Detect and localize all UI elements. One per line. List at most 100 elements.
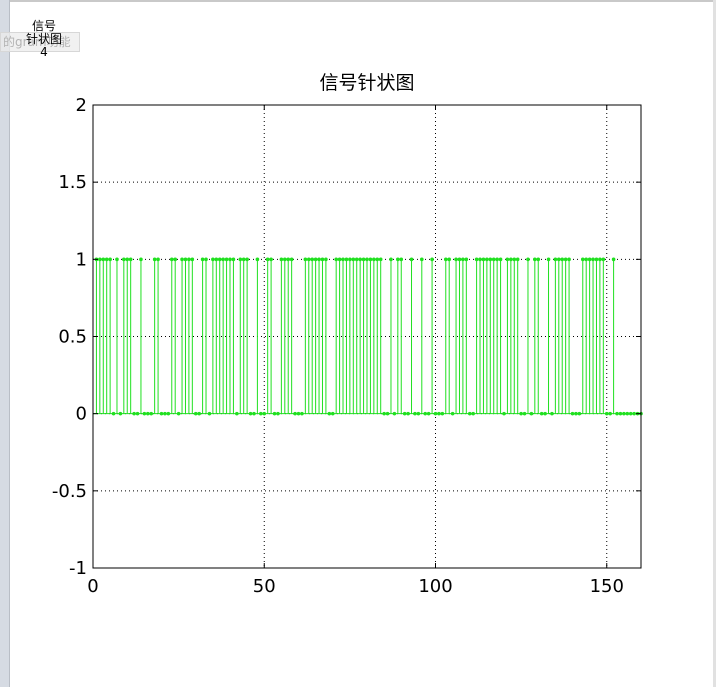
stem-marker-51 [265,257,270,262]
stem-marker-73 [341,257,345,262]
y-tick-label-4: 0 [76,404,87,425]
stem-marker-136 [557,257,561,262]
stem-marker-54 [276,411,280,416]
stem-marker-128 [529,411,534,416]
stem-marker-47 [252,411,256,416]
stem-marker-75 [348,257,352,262]
stem-marker-74 [344,257,349,262]
x-tick-label-2: 100 [418,576,452,597]
stem-marker-154 [618,411,623,416]
stem-marker-121 [505,257,510,262]
stem-marker-52 [269,257,273,262]
x-tick-label-3: 150 [590,576,624,597]
stem-marker-137 [560,257,565,262]
stem-marker-21 [163,411,167,416]
y-tick-label-6: -1 [69,558,87,579]
stem-marker-70 [330,411,335,416]
stem-marker-92 [406,411,410,416]
figure-tab-line2: 针状图 [25,32,62,46]
stem-marker-61 [300,411,304,416]
stem-marker-90 [399,257,404,262]
stem-series [93,257,643,416]
stem-marker-26 [180,257,184,262]
stem-marker-15 [142,411,147,416]
stem-marker-78 [358,257,362,262]
stem-marker-77 [354,257,359,262]
stem-marker-20 [159,411,164,416]
stem-marker-133 [546,257,551,262]
faded-toolbar-label: 的gram功能 [0,32,80,52]
stem-marker-110 [467,411,472,416]
stem-marker-93 [409,257,414,262]
stem-marker-101 [437,411,441,416]
stem-marker-14 [139,257,143,262]
stem-marker-44 [241,257,246,262]
stem-marker-131 [539,411,544,416]
stem-marker-97 [423,411,428,416]
stem-marker-150 [604,411,609,416]
stem-marker-132 [543,411,547,416]
stem-marker-27 [183,257,188,262]
stem-marker-156 [625,411,630,416]
stem-marker-2 [98,257,102,262]
stem-marker-45 [245,257,249,262]
stem-marker-67 [320,257,325,262]
axis-ticks: 0 50 100 150 2 1.5 1 0.5 0 -0.5 -1 [52,95,641,597]
stem-marker-139 [567,257,571,262]
stem-marker-143 [580,257,585,262]
stem-marker-114 [481,257,486,262]
stem-marker-31 [197,411,201,416]
stem-marker-126 [522,411,527,416]
stem-marker-33 [204,257,208,262]
stem-marker-43 [238,257,243,262]
stem-marker-118 [495,257,499,262]
stem-marker-148 [598,257,602,262]
stem-marker-94 [413,411,417,416]
stem-marker-153 [615,411,619,416]
stem-marker-22 [166,411,171,416]
stem-marker-48 [255,257,260,262]
stem-marker-138 [563,257,568,262]
stem-marker-71 [334,257,338,262]
stem-marker-57 [286,257,291,262]
stem-marker-149 [601,257,606,262]
stem-marker-28 [187,257,191,262]
figure-tab-line3: 4 [40,45,48,59]
stem-marker-108 [461,257,465,262]
figure-tab[interactable]: 信号 针状图 4 [22,20,66,59]
stem-marker-7 [115,257,119,262]
chart-title: 信号针状图 [319,72,414,94]
stem-marker-25 [176,411,181,416]
stem-marker-79 [361,257,366,262]
window-right-scrollbar[interactable] [713,0,716,687]
stem-marker-66 [317,257,321,262]
stem-marker-113 [478,257,482,262]
stem-marker-87 [389,257,393,262]
stem-marker-102 [440,411,445,416]
stem-marker-127 [526,257,530,262]
y-tick-label-2: 1 [76,249,87,270]
stem-marker-147 [594,257,599,262]
stem-marker-105 [450,411,455,416]
stem-marker-88 [392,411,397,416]
window-left-border [0,0,10,687]
stem-marker-50 [262,411,267,416]
stem-marker-112 [474,257,479,262]
y-tick-label-5: -0.5 [52,481,87,502]
stem-marker-60 [296,411,301,416]
x-tick-label-0: 0 [87,576,98,597]
stem-marker-72 [337,257,342,262]
stem-marker-158 [632,411,636,416]
y-tick-label-3: 0.5 [58,327,87,348]
stem-marker-157 [628,411,633,416]
stem-marker-4 [104,257,109,262]
stem-marker-115 [485,257,489,262]
stem-marker-155 [622,411,626,416]
stem-marker-103 [443,257,448,262]
stem-marker-119 [498,257,503,262]
stem-marker-145 [587,257,592,262]
figure-tab-line1: 信号 [31,19,56,33]
stem-marker-123 [512,257,517,262]
stem-marker-107 [457,257,462,262]
